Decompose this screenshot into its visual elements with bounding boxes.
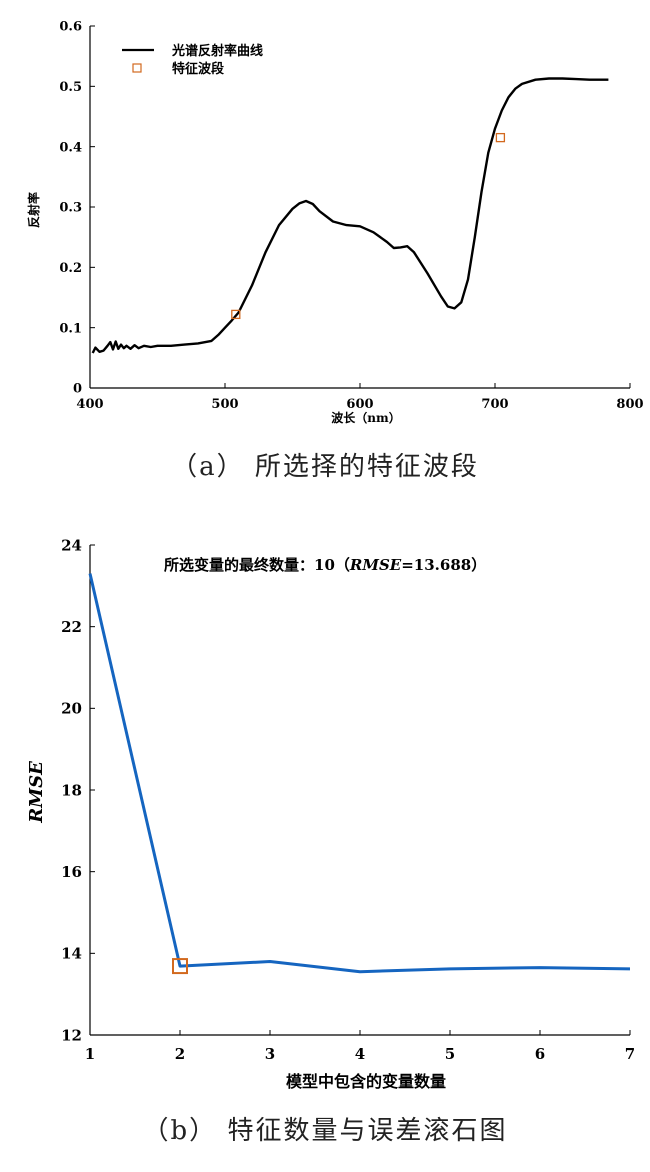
legend-label-marker: 特征波段 (172, 61, 224, 77)
y-tick-label: 0.6 (59, 20, 82, 35)
y-tick-label: 20 (61, 700, 82, 718)
x-tick-label: 700 (481, 397, 508, 412)
y-tick-label: 0.1 (59, 321, 82, 336)
y-tick-label: 0.3 (59, 201, 82, 216)
x-tick-label: 4 (355, 1045, 365, 1063)
y-tick-label: 0 (73, 382, 82, 397)
x-tick-label: 7 (625, 1045, 635, 1063)
y-tick-label: 12 (61, 1026, 82, 1044)
x-tick-label: 500 (211, 397, 238, 412)
x-tick-label: 800 (616, 397, 643, 412)
chart-a-y-label: 反射率 (26, 192, 41, 228)
x-tick-label: 1 (85, 1045, 95, 1063)
x-tick-label: 600 (346, 397, 373, 412)
series-rmse-line (88, 573, 631, 974)
y-tick-label: 0.2 (59, 261, 82, 276)
x-tick-label: 6 (535, 1045, 545, 1063)
series-spectral-curve (91, 77, 609, 354)
caption-a: （a） 所选择的特征波段 (171, 452, 479, 482)
x-tick-label: 2 (175, 1045, 185, 1063)
chart-b-x-label: 模型中包含的变量数量 (286, 1072, 446, 1091)
y-tick-label: 0.4 (59, 140, 82, 155)
y-tick-label: 16 (61, 863, 82, 881)
chart-a-spectral-reflectance: 400 500 600 700 800 0 0.1 0.2 0.3 0.4 0.5 0.6 光谱反射率… (26, 20, 644, 425)
x-tick-label: 3 (265, 1045, 275, 1063)
y-tick-label: 18 (61, 781, 82, 799)
y-tick-label: 0.5 (59, 80, 82, 95)
legend-label-curve: 光谱反射率曲线 (171, 43, 263, 59)
legend-marker-swatch (132, 63, 142, 73)
optimal-point-marker (172, 958, 188, 975)
feature-band-marker (495, 132, 506, 143)
chart-b-y-label: RMSE (26, 761, 47, 824)
y-tick-label: 14 (61, 945, 82, 963)
chart-a-x-label: 波长（nm） (331, 410, 400, 425)
x-tick-label: 400 (76, 397, 103, 412)
caption-b: （b） 特征数量与误差滚石图 (142, 1116, 508, 1146)
chart-a-legend: 光谱反射率曲线 特征波段 (122, 43, 263, 77)
chart-b-title: 所选变量的最终数量：10（RMSE=13.688） (164, 556, 486, 574)
feature-band-marker (231, 309, 241, 320)
x-tick-label: 5 (445, 1045, 455, 1063)
y-tick-label: 24 (61, 536, 82, 554)
y-tick-label: 22 (61, 618, 82, 636)
